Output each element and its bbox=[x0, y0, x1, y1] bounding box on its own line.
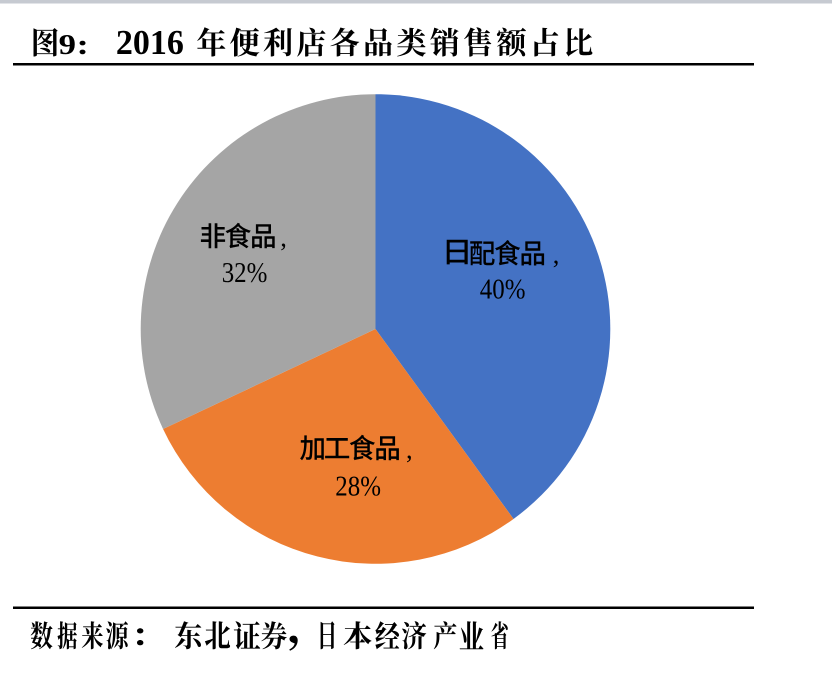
svg-text:,: , bbox=[280, 222, 287, 252]
svg-text:32%: 32% bbox=[222, 257, 268, 289]
svg-text:40%: 40% bbox=[480, 273, 526, 305]
svg-text:,: , bbox=[553, 239, 560, 269]
svg-text:2016: 2016 bbox=[116, 23, 184, 62]
svg-text:9: 9 bbox=[59, 29, 76, 60]
svg-text:,: , bbox=[406, 434, 413, 464]
svg-text:28%: 28% bbox=[335, 470, 381, 502]
svg-text::: : bbox=[77, 30, 89, 61]
